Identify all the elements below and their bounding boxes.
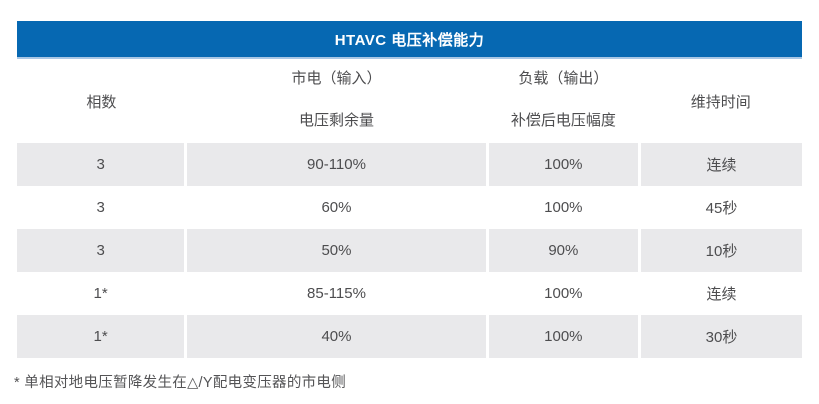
col-header-output-line1: 负载（输出） <box>518 70 609 87</box>
header-row: 相数 市电（输入） 电压剩余量 负载（输出） 补偿后电压幅度 维持时间 <box>17 59 802 143</box>
table-row: 3 50% 90% 10秒 <box>17 229 802 272</box>
cell-hold-time: 10秒 <box>637 229 802 272</box>
cell-phase: 1* <box>17 272 186 315</box>
table-row: 3 90-110% 100% 连续 <box>17 143 802 186</box>
col-header-output-line2: 补偿后电压幅度 <box>510 112 616 129</box>
cell-input-voltage: 85-115% <box>184 272 488 315</box>
spec-table: 相数 市电（输入） 电压剩余量 负载（输出） 补偿后电压幅度 维持时间 <box>17 59 802 358</box>
table-row: 1* 85-115% 100% 连续 <box>17 272 802 315</box>
table-row: 1* 40% 100% 30秒 <box>17 315 802 358</box>
col-header-input-line2: 电压剩余量 <box>298 112 374 129</box>
cell-output-voltage: 100% <box>485 272 640 315</box>
cell-input-voltage: 50% <box>184 229 488 272</box>
cell-phase: 3 <box>17 186 186 229</box>
col-header-hold-time: 维持时间 <box>639 59 802 143</box>
cell-output-voltage: 90% <box>485 229 640 272</box>
cell-output-voltage: 100% <box>485 143 640 186</box>
cell-output-voltage: 100% <box>485 186 640 229</box>
cell-hold-time: 连续 <box>637 272 802 315</box>
footnote: * 单相对地电压暂降发生在△/Y配电变压器的市电侧 <box>14 375 347 391</box>
col-header-output: 负载（输出） 补偿后电压幅度 <box>487 59 640 143</box>
col-header-input-line1: 市电（输入） <box>291 70 382 87</box>
cell-phase: 3 <box>17 143 186 186</box>
cell-hold-time: 30秒 <box>637 315 802 358</box>
spec-table-container: HTAVC 电压补偿能力 相数 市电（输入） 电压剩余量 <box>17 21 802 358</box>
table-title-bar: HTAVC 电压补偿能力 <box>17 21 802 59</box>
cell-input-voltage: 60% <box>184 186 488 229</box>
cell-phase: 1* <box>17 315 186 358</box>
cell-hold-time: 45秒 <box>637 186 802 229</box>
cell-input-voltage: 40% <box>184 315 488 358</box>
cell-phase: 3 <box>17 229 186 272</box>
cell-hold-time: 连续 <box>637 143 802 186</box>
col-header-phase: 相数 <box>17 59 186 143</box>
col-header-input: 市电（输入） 电压剩余量 <box>185 59 488 143</box>
table-row: 3 60% 100% 45秒 <box>17 186 802 229</box>
cell-output-voltage: 100% <box>485 315 640 358</box>
table-title: HTAVC 电压补偿能力 <box>334 31 485 49</box>
cell-input-voltage: 90-110% <box>184 143 488 186</box>
